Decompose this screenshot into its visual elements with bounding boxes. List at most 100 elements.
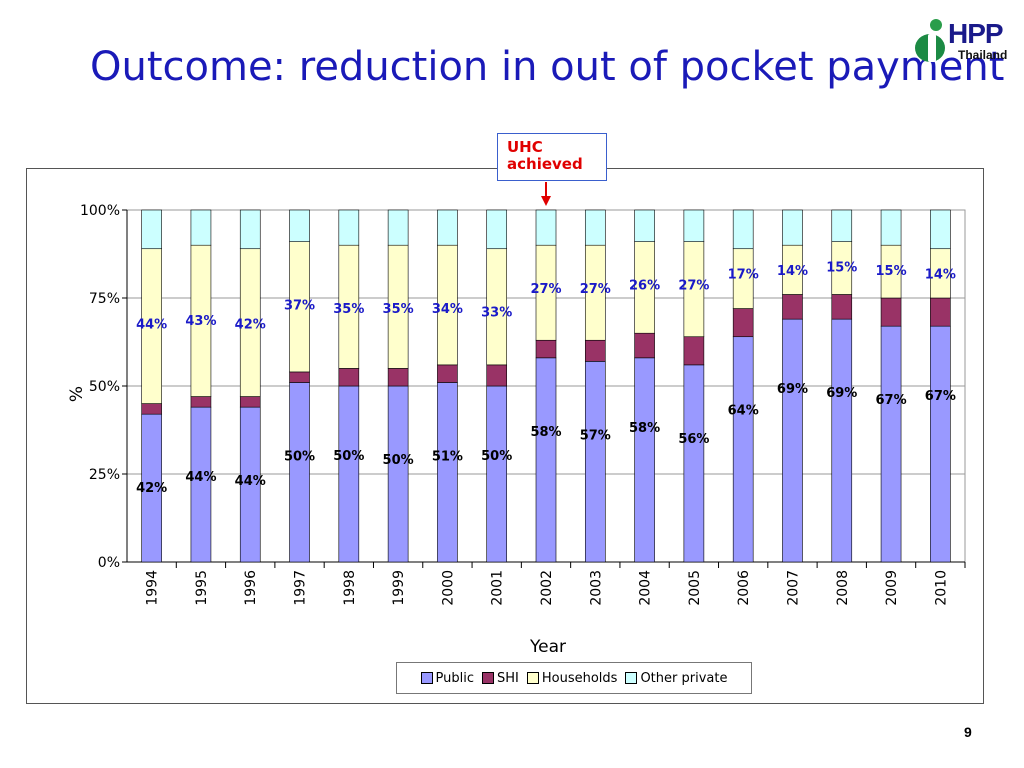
bar-segment-public — [338, 385, 360, 563]
bar-segment-public — [634, 357, 655, 563]
x-tick-label: 2007 — [785, 570, 801, 606]
legend-swatch — [625, 672, 638, 684]
x-tick-label: 2010 — [933, 570, 949, 606]
x-tick-label: 2008 — [835, 570, 851, 606]
y-tick-label: 0% — [98, 555, 120, 571]
x-tick-label: 1999 — [391, 570, 407, 606]
uhc-arrow-head-icon — [541, 196, 551, 206]
data-label-public: 44% — [235, 474, 266, 489]
bar-segment-public — [387, 385, 409, 563]
bar-segment-public — [584, 361, 606, 563]
x-tick-label: 2003 — [588, 570, 604, 606]
legend-item: SHI — [482, 671, 519, 686]
bar-segment-other-private — [486, 209, 508, 250]
bar-segment-public — [732, 336, 754, 563]
callout-line-2: achieved — [507, 155, 583, 173]
bar-segment-public — [289, 382, 310, 563]
x-tick-label: 2002 — [539, 570, 555, 606]
bar-segment-other-private — [387, 209, 409, 246]
bar-segment-public — [831, 318, 853, 563]
data-label-households: 44% — [136, 318, 167, 333]
data-label-households: 15% — [826, 261, 857, 276]
bar-segment-other-private — [289, 209, 310, 242]
bar-segment-other-private — [732, 209, 754, 250]
bar-segment-shi — [289, 371, 310, 383]
bar-segment-other-private — [880, 209, 902, 246]
bar-segment-shi — [387, 368, 409, 387]
bar-segment-shi — [880, 297, 902, 327]
bar-segment-public — [683, 364, 705, 563]
logo-text: HPP — [948, 18, 1004, 49]
x-axis-title: Year — [529, 637, 566, 657]
data-label-public: 50% — [481, 449, 512, 464]
x-tick-label: 2006 — [736, 570, 752, 606]
data-label-households: 43% — [185, 314, 216, 329]
legend-swatch — [526, 672, 539, 684]
y-axis-title: % — [67, 386, 87, 402]
uhc-callout: UHC achieved — [497, 133, 607, 181]
bar-segment-shi — [535, 339, 557, 359]
data-label-households: 35% — [383, 302, 414, 317]
bar-segment-shi — [732, 308, 754, 338]
data-label-public: 56% — [678, 432, 709, 447]
bar-segment-other-private — [338, 209, 360, 246]
callout-line-1: UHC — [507, 138, 543, 156]
data-label-households: 15% — [875, 264, 906, 279]
data-label-public: 42% — [136, 481, 167, 496]
bar-segment-shi — [141, 403, 162, 415]
bar-segment-shi — [486, 364, 508, 387]
data-label-households: 35% — [333, 302, 364, 317]
data-label-public: 64% — [728, 404, 759, 419]
legend-item: Households — [526, 670, 618, 686]
data-label-public: 58% — [629, 421, 660, 436]
data-label-households: 14% — [777, 264, 808, 279]
bar-segment-public — [930, 325, 951, 563]
bar-segment-other-private — [930, 209, 951, 250]
bar-segment-other-private — [239, 209, 261, 250]
legend-item: Other private — [625, 671, 727, 686]
bar-segment-shi — [584, 339, 606, 362]
legend-label: SHI — [497, 670, 519, 686]
data-label-households: 14% — [925, 268, 956, 283]
bar-segment-other-private — [437, 209, 458, 246]
y-tick-label: 100% — [80, 203, 120, 219]
data-label-public: 50% — [383, 453, 414, 468]
x-tick-label: 2009 — [884, 570, 900, 606]
data-label-public: 50% — [333, 449, 364, 464]
legend-label: Other private — [640, 670, 728, 686]
data-label-households: 17% — [728, 268, 759, 283]
bar-segment-shi — [782, 294, 803, 320]
bar-segment-other-private — [190, 209, 212, 246]
bar-segment-public — [486, 385, 508, 563]
x-tick-label: 1995 — [194, 570, 210, 606]
x-tick-label: 2005 — [687, 570, 703, 606]
bar-segment-shi — [930, 297, 951, 327]
data-label-households: 33% — [481, 306, 512, 321]
y-tick-label: 25% — [89, 467, 120, 483]
legend-swatch — [482, 672, 494, 684]
bar-segment-other-private — [535, 209, 557, 246]
slide-title: Outcome: reduction in out of pocket paym… — [90, 44, 1005, 90]
x-tick-label: 1997 — [293, 570, 309, 606]
y-tick-label: 75% — [89, 291, 120, 307]
data-label-households: 34% — [432, 302, 463, 317]
x-tick-label: 1994 — [145, 570, 161, 606]
data-label-public: 57% — [580, 428, 611, 443]
logo-subtitle: Thailand — [958, 48, 1008, 62]
bar-segment-shi — [683, 336, 705, 366]
bar-segment-other-private — [141, 209, 162, 250]
x-tick-label: 2001 — [490, 570, 506, 606]
y-tick-label: 50% — [89, 379, 120, 395]
data-label-public: 44% — [185, 470, 216, 485]
bar-segment-other-private — [634, 209, 655, 242]
bar-segment-shi — [190, 396, 212, 408]
x-tick-label: 2000 — [440, 570, 456, 606]
legend-label: Households — [541, 670, 618, 686]
x-tick-label: 1998 — [342, 570, 358, 606]
bar-segment-other-private — [683, 209, 705, 242]
data-label-public: 50% — [284, 449, 315, 464]
data-label-households: 27% — [678, 279, 709, 294]
legend-label: Public — [435, 670, 474, 686]
data-label-households: 27% — [530, 282, 561, 297]
